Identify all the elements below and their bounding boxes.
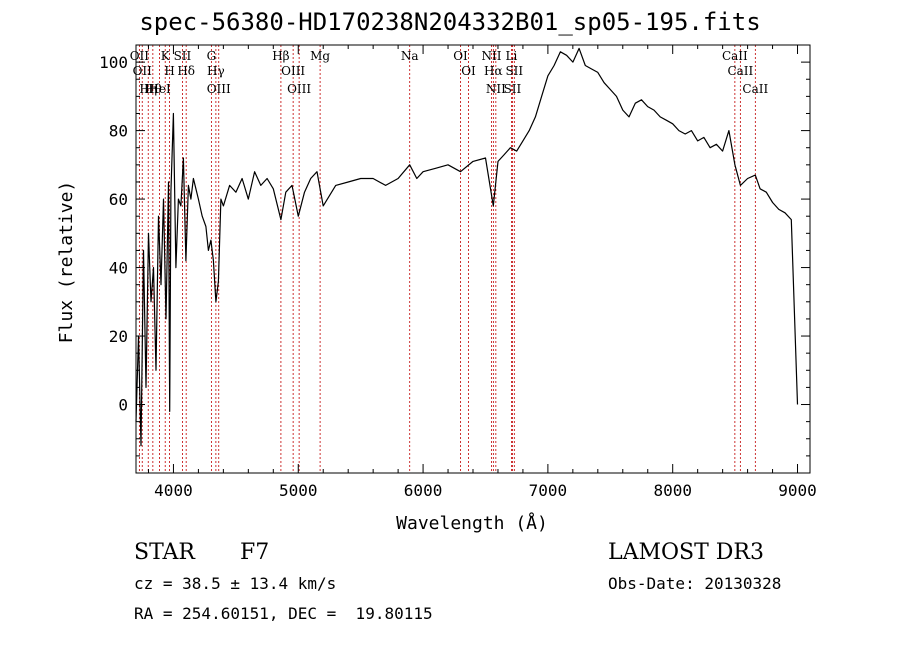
- line-marker-label: NII: [481, 49, 501, 63]
- y-tick-label: 60: [109, 190, 128, 209]
- observation-date: Obs-Date: 20130328: [608, 574, 782, 593]
- y-tick-label: 100: [99, 53, 128, 72]
- x-axis-label: Wavelength (Å): [396, 512, 548, 534]
- line-marker-label: OIII: [281, 64, 305, 78]
- line-marker-label: Hα: [484, 64, 503, 78]
- object-class: STAR: [134, 540, 195, 565]
- redshift-readout: cz = 38.5 ± 13.4 km/s: [134, 574, 337, 593]
- line-marker-label: Hβ: [272, 49, 289, 63]
- line-marker-label: OII: [130, 49, 150, 63]
- line-marker-label: Hγ: [207, 64, 225, 78]
- y-tick-label: 20: [109, 327, 128, 346]
- spectrum-line: [135, 47, 799, 447]
- x-tick-label: 5000: [279, 481, 318, 500]
- line-marker-label: OI: [453, 49, 468, 63]
- line-marker-label: OIII: [207, 82, 231, 96]
- line-marker-label: H: [164, 64, 174, 78]
- line-marker-label: CaII: [742, 82, 768, 96]
- line-marker-label: Na: [401, 49, 419, 63]
- y-tick-label: 0: [118, 396, 128, 415]
- y-axis-ticks: 0 20 40 60 80 100: [99, 53, 810, 457]
- object-subclass: F7: [240, 540, 270, 565]
- line-marker-label: SII: [504, 82, 522, 96]
- chart-title: spec-56380-HD170238N204332B01_sp05-195.f…: [139, 8, 761, 36]
- x-tick-label: 6000: [404, 481, 443, 500]
- line-marker-label: OII: [133, 64, 153, 78]
- line-marker-label: SII: [174, 49, 192, 63]
- y-axis-label: Flux (relative): [56, 181, 77, 344]
- emission-line-markers: [138, 45, 756, 473]
- line-marker-label: OIII: [287, 82, 311, 96]
- x-tick-label: 8000: [653, 481, 692, 500]
- x-tick-label: 4000: [154, 481, 193, 500]
- line-marker-label: Hθ: [144, 82, 162, 96]
- line-marker-label: Li: [506, 49, 518, 63]
- line-marker-label: NII: [486, 82, 506, 96]
- survey-name: LAMOST DR3: [608, 540, 764, 565]
- line-marker-label: Hδ: [177, 64, 195, 78]
- line-marker-label: K: [161, 49, 171, 63]
- line-marker-label: G: [207, 49, 217, 63]
- x-axis-ticks: 4000 5000 6000 7000 8000 9000: [147, 45, 817, 500]
- line-marker-label: Mg: [310, 49, 330, 63]
- x-tick-label: 7000: [529, 481, 568, 500]
- x-tick-label: 9000: [778, 481, 817, 500]
- line-marker-label: OI: [461, 64, 476, 78]
- line-marker-label: HeI: [148, 82, 171, 96]
- axes-frame: [135, 44, 811, 474]
- line-marker-label: Hη: [139, 82, 157, 96]
- coordinates-readout: RA = 254.60151, DEC = 19.80115: [134, 604, 433, 623]
- line-marker-label: SII: [505, 64, 523, 78]
- line-marker-label: CaII: [727, 64, 753, 78]
- y-tick-label: 40: [109, 259, 128, 278]
- spectrum-layer: [135, 47, 799, 447]
- line-marker-label: CaII: [722, 49, 748, 63]
- y-tick-label: 80: [109, 122, 128, 141]
